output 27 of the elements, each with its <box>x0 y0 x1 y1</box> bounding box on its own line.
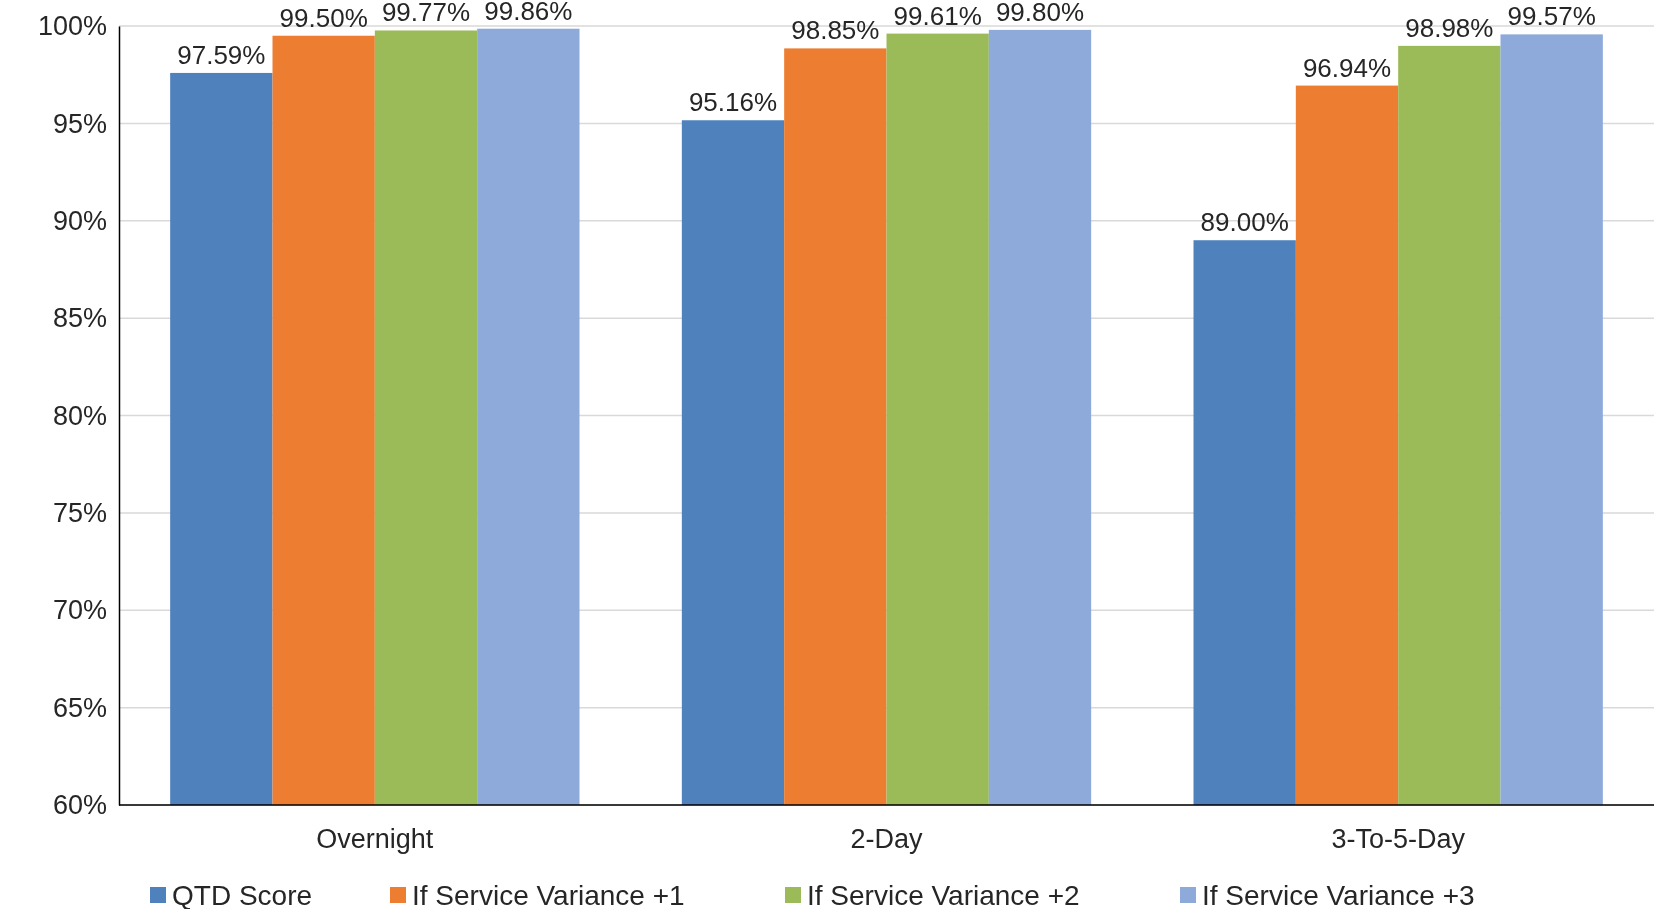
y-tick-label: 65% <box>52 692 107 723</box>
x-tick-label: 2-Day <box>850 824 924 855</box>
y-tick-label: 60% <box>52 790 107 821</box>
y-tick-label: 100% <box>37 11 107 42</box>
data-label: 89.00% <box>1200 207 1289 238</box>
data-label: 99.77% <box>381 0 471 28</box>
y-tick-label: 85% <box>52 303 107 334</box>
legend-label: If Service Variance +1 <box>412 880 685 909</box>
data-label: 99.80% <box>995 0 1085 27</box>
data-label: 95.16% <box>688 87 778 118</box>
legend-label: If Service Variance +3 <box>1202 880 1475 909</box>
y-tick-label: 70% <box>52 595 107 626</box>
y-tick-label: 75% <box>52 498 107 529</box>
data-label: 99.57% <box>1507 1 1596 32</box>
data-label: 99.61% <box>893 0 982 31</box>
data-label: 98.85% <box>791 15 880 46</box>
x-tick-label: Overnight <box>316 824 434 855</box>
data-label: 97.59% <box>177 39 266 70</box>
data-label: 99.50% <box>279 2 368 33</box>
y-tick-label: 80% <box>52 400 107 431</box>
y-tick-label: 95% <box>52 108 107 139</box>
data-label: 99.86% <box>484 0 573 26</box>
x-tick-label: 3-To-5-Day <box>1331 824 1466 855</box>
data-label: 96.94% <box>1302 52 1392 83</box>
legend-label: If Service Variance +2 <box>807 880 1080 909</box>
y-tick-label: 90% <box>52 205 107 236</box>
data-label: 98.98% <box>1405 12 1494 43</box>
